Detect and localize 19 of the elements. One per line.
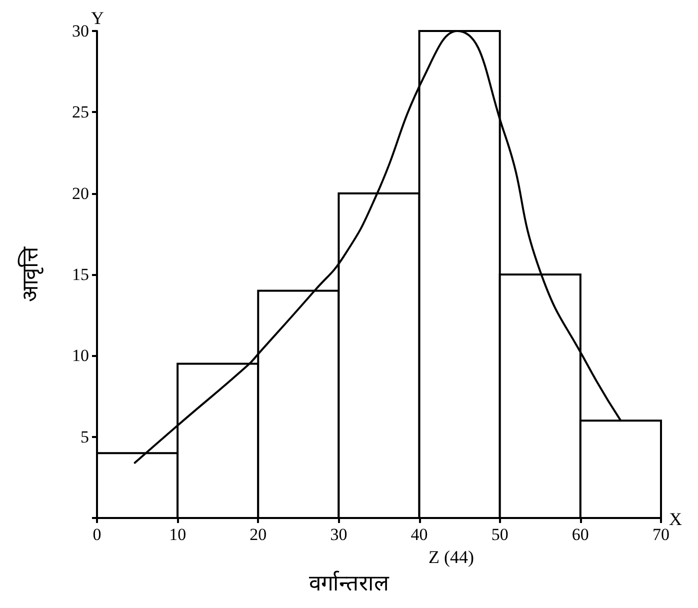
y-tick-label: 5 [80,427,89,446]
x-tick-label: 40 [410,525,428,544]
x-axis-title: वर्गान्तराल [309,570,390,596]
x-tick-label: 10 [169,525,186,544]
y-tick-label: 20 [72,184,89,203]
y-tick-label: 10 [72,346,89,366]
x-tick-label: 60 [572,525,589,544]
x-tick-label: 70 [652,525,670,544]
y-tick-label: 30 [72,22,89,40]
y-tick-label: 25 [72,102,89,122]
x-tick-label: 30 [330,525,348,544]
text: X [669,509,682,529]
text: Y [91,8,104,28]
y-axis-title: आवृत्ति [18,246,44,302]
x-tick-label: 50 [491,525,508,544]
text: Z (44) [428,547,474,567]
x-tick-label: 0 [92,525,102,544]
x-tick-label: 20 [250,525,267,544]
y-tick-label: 15 [72,265,89,284]
